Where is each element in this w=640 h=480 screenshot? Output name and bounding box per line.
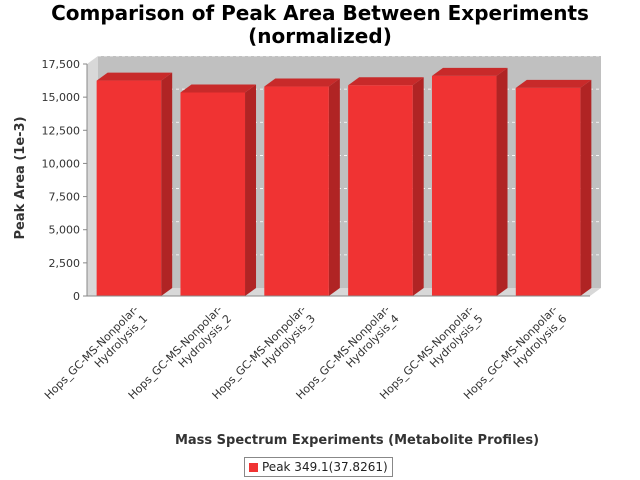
x-tick-label-line: Hops_GC-MS-Nonpolar- xyxy=(42,303,141,402)
bar-side xyxy=(580,79,592,296)
bar xyxy=(348,85,413,296)
y-tick-label: 12,500 xyxy=(42,124,81,137)
y-tick-label: 7,500 xyxy=(49,191,81,204)
plot-left-wall xyxy=(87,56,98,296)
bar-top xyxy=(431,67,508,76)
y-tick-label: 10,000 xyxy=(42,157,81,170)
bar-side xyxy=(161,72,173,296)
bar-side xyxy=(245,84,257,296)
bar-top xyxy=(96,72,173,81)
legend-swatch xyxy=(249,462,258,472)
bar-side xyxy=(328,78,340,296)
bar-top xyxy=(348,77,424,86)
bar-top xyxy=(264,78,340,87)
bar xyxy=(264,86,329,296)
bars xyxy=(96,67,592,296)
x-axis: Hops_GC-MS-Nonpolar-Hydrolysis_1Hops_GC-… xyxy=(42,295,590,402)
bar-top xyxy=(515,79,592,88)
y-axis-label: Peak Area (1e-3) xyxy=(13,116,28,239)
bar xyxy=(96,80,162,296)
y-tick-label: 5,000 xyxy=(49,224,81,237)
bar-top xyxy=(180,84,257,93)
bar xyxy=(515,87,581,296)
x-axis-label: Mass Spectrum Experiments (Metabolite Pr… xyxy=(175,433,539,448)
legend-label: Peak 349.1(37.8261) xyxy=(262,460,388,474)
chart-title-line-2: (normalized) xyxy=(248,24,392,48)
legend: Peak 349.1(37.8261) xyxy=(244,457,393,477)
y-tick-label: 0 xyxy=(73,290,80,303)
y-tick-label: 15,000 xyxy=(42,91,81,104)
bar-side xyxy=(412,77,424,296)
y-tick-label: 17,500 xyxy=(42,58,81,71)
y-axis: 0 2,500 5,000 7,500 10,000 12,500 15,000 17,500 xyxy=(42,58,88,303)
chart-title-line-1: Comparison of Peak Area Between Experime… xyxy=(51,1,589,25)
chart-title: Comparison of Peak Area Between Experime… xyxy=(0,2,640,48)
bar xyxy=(431,75,497,296)
bar-side xyxy=(496,67,508,296)
y-tick-label: 2,500 xyxy=(49,257,81,270)
bar xyxy=(180,92,246,296)
